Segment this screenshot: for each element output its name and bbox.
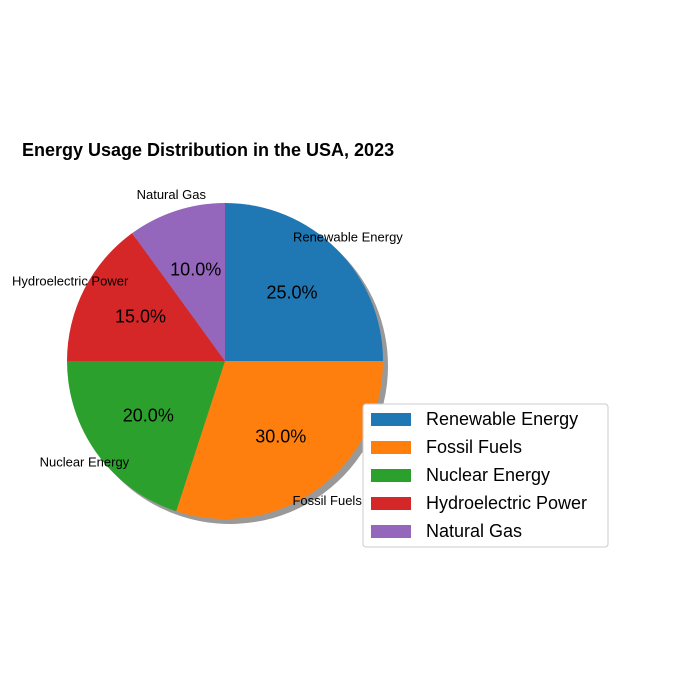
slice-nuclear-energy (67, 361, 225, 512)
legend-swatch-hydroelectric-power (371, 497, 411, 510)
pct-label-hydroelectric-power: 15.0% (115, 307, 166, 327)
slice-natural-gas (132, 203, 225, 361)
legend-label-hydroelectric-power: Hydroelectric Power (426, 493, 587, 513)
legend-label-fossil-fuels: Fossil Fuels (426, 437, 522, 457)
slice-label-natural-gas: Natural Gas (137, 187, 207, 202)
legend-swatch-nuclear-energy (371, 469, 411, 482)
legend-frame (362, 403, 609, 548)
legend-swatch-fossil-fuels (371, 441, 411, 454)
slice-label-nuclear-energy: Nuclear Energy (40, 455, 130, 470)
legend-label-renewable-energy: Renewable Energy (426, 409, 578, 429)
legend-swatch-renewable-energy (371, 413, 411, 426)
slice-label-fossil-fuels: Fossil Fuels (292, 493, 362, 508)
legend-label-nuclear-energy: Nuclear Energy (426, 465, 550, 485)
chart-title: Energy Usage Distribution in the USA, 20… (22, 140, 394, 160)
slice-renewable-energy (225, 203, 383, 361)
pie-slices (67, 203, 383, 519)
pct-label-nuclear-energy: 20.0% (123, 405, 174, 425)
pct-label-renewable-energy: 25.0% (267, 283, 318, 303)
slice-label-hydroelectric-power: Hydroelectric Power (12, 274, 129, 289)
slice-hydroelectric-power (67, 233, 225, 361)
slice-fossil-fuels (176, 361, 383, 519)
pct-label-fossil-fuels: 30.0% (255, 426, 306, 446)
slice-label-renewable-energy: Renewable Energy (293, 230, 403, 245)
pct-label-natural-gas: 10.0% (170, 260, 221, 280)
legend-swatch-natural-gas (371, 525, 411, 538)
legend: Renewable Energy Fossil Fuels Nuclear Ener… (362, 403, 609, 548)
pie-labels: Renewable Energy 25.0% Fossil Fuels 30.0% Nu… (12, 187, 403, 508)
legend-label-natural-gas: Natural Gas (426, 521, 522, 541)
